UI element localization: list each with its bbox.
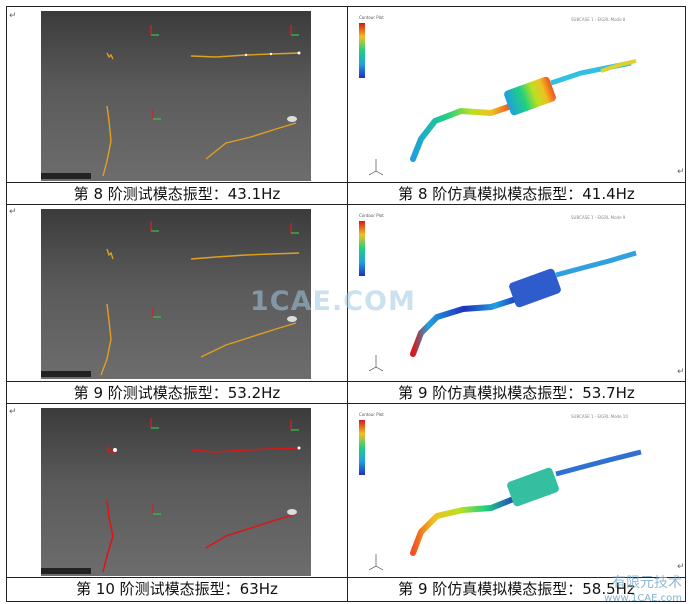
watermark-corner-cn: 有限元技术 (612, 575, 682, 591)
row-divider (7, 577, 685, 578)
paragraph-mark: ↵ (9, 11, 17, 21)
caption-sim-mode-9: 第 9 阶仿真模拟模态振型：53.7Hz (398, 384, 635, 402)
svg-text:Contour Plot: Contour Plot (359, 213, 384, 218)
row-divider (7, 182, 685, 183)
caption-sim-mode-8: 第 8 阶仿真模拟模态振型：41.4Hz (398, 185, 635, 203)
row-divider (7, 204, 685, 205)
sim-mode-image-8: Contour Plot SUBCASE 1 - EIGRL Mode 8 (351, 11, 681, 181)
svg-text:Contour Plot: Contour Plot (359, 15, 384, 20)
test-mode-image-10 (41, 408, 311, 576)
watermark-center: 1CAE.COM (250, 286, 416, 317)
paragraph-mark: ↵ (677, 167, 685, 177)
paragraph-mark: ↵ (677, 367, 685, 377)
paragraph-mark: ↵ (677, 562, 685, 572)
column-divider (347, 7, 348, 601)
watermark-corner-url: www.1CAE.com (604, 593, 682, 604)
svg-text:Contour Plot: Contour Plot (359, 412, 384, 417)
test-mode-image-8 (41, 11, 311, 181)
sim-mode-image-9: Contour Plot SUBCASE 1 - EIGRL Mode 9 (351, 209, 681, 379)
svg-text:SUBCASE 1 - EIGRL Mode 10: SUBCASE 1 - EIGRL Mode 10 (571, 414, 628, 419)
comparison-table: Contour Plot SUBCASE 1 - EIGRL Mode 8 (6, 6, 686, 602)
svg-text:SUBCASE 1 - EIGRL Mode 9: SUBCASE 1 - EIGRL Mode 9 (571, 215, 626, 220)
svg-text:SUBCASE 1 - EIGRL Mode 8: SUBCASE 1 - EIGRL Mode 8 (571, 17, 626, 22)
caption-test-mode-9: 第 9 阶测试模态振型：53.2Hz (73, 384, 281, 402)
paragraph-mark: ↵ (9, 207, 17, 217)
test-mode-image-9 (41, 209, 311, 379)
row-divider (7, 403, 685, 404)
row-divider (7, 381, 685, 382)
caption-sim-mode-10: 第 9 阶仿真模拟模态振型：58.5Hz (398, 580, 635, 598)
paragraph-mark: ↵ (9, 407, 17, 417)
sim-mode-image-10: Contour Plot SUBCASE 1 - EIGRL Mode 10 (351, 408, 681, 576)
caption-test-mode-10: 第 10 阶测试模态振型：63Hz (76, 580, 278, 598)
caption-test-mode-8: 第 8 阶测试模态振型：43.1Hz (73, 185, 281, 203)
